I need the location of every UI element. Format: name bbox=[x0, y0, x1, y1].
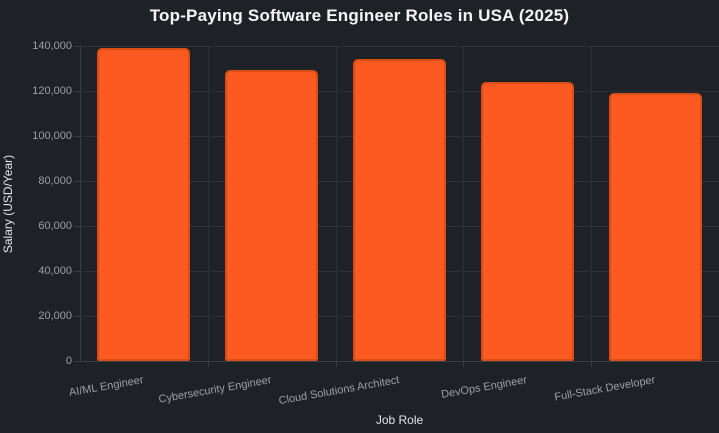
gridline-vertical bbox=[591, 45, 593, 361]
y-axis-tick bbox=[74, 225, 80, 227]
x-category-label: Cloud Solutions Architect bbox=[278, 374, 401, 408]
y-tick-label: 100,000 bbox=[32, 129, 72, 142]
gridline-horizontal bbox=[80, 45, 719, 47]
x-axis-tick bbox=[591, 360, 593, 367]
y-axis-tick bbox=[74, 270, 80, 272]
x-category-label: DevOps Engineer bbox=[440, 374, 529, 401]
x-axis-tick bbox=[335, 360, 337, 367]
bar-ai-ml-engineer[interactable] bbox=[97, 47, 191, 361]
y-axis-tick bbox=[74, 315, 80, 317]
gridline-vertical bbox=[207, 45, 209, 361]
bar-cloud-solutions-architect[interactable] bbox=[353, 59, 446, 361]
bar-full-stack-developer[interactable] bbox=[608, 92, 702, 361]
y-tick-label: 60,000 bbox=[38, 219, 72, 232]
y-axis-tick bbox=[74, 45, 80, 47]
y-tick-label: 80,000 bbox=[38, 174, 72, 187]
y-tick-label: 120,000 bbox=[32, 84, 72, 97]
y-tick-label: 20,000 bbox=[38, 309, 72, 322]
x-category-label: AI/ML Engineer bbox=[68, 374, 145, 400]
x-category-label: Cybersecurity Engineer bbox=[158, 374, 273, 406]
y-axis-tick bbox=[74, 360, 80, 362]
y-axis-tick bbox=[74, 90, 80, 92]
x-axis-tick bbox=[207, 360, 209, 367]
y-axis-tick bbox=[74, 135, 80, 137]
x-category-label: Full-Stack Developer bbox=[553, 374, 657, 404]
bar-devops-engineer[interactable] bbox=[480, 81, 574, 361]
bar-cybersecurity-engineer[interactable] bbox=[225, 70, 319, 361]
y-axis-line bbox=[80, 45, 81, 362]
y-axis-tick bbox=[74, 180, 80, 182]
y-tick-label: 40,000 bbox=[38, 264, 72, 277]
gridline-vertical bbox=[463, 45, 465, 361]
x-axis-title: Job Role bbox=[375, 413, 424, 427]
x-axis-line bbox=[80, 360, 719, 362]
gridline-vertical bbox=[335, 45, 337, 361]
x-axis-tick bbox=[463, 360, 465, 367]
y-tick-label: 140,000 bbox=[32, 39, 72, 52]
chart-title: Top-Paying Software Engineer Roles in US… bbox=[149, 6, 570, 25]
y-tick-label: 0 bbox=[65, 354, 72, 367]
y-axis-title: Salary (USD/Year) bbox=[1, 154, 15, 254]
